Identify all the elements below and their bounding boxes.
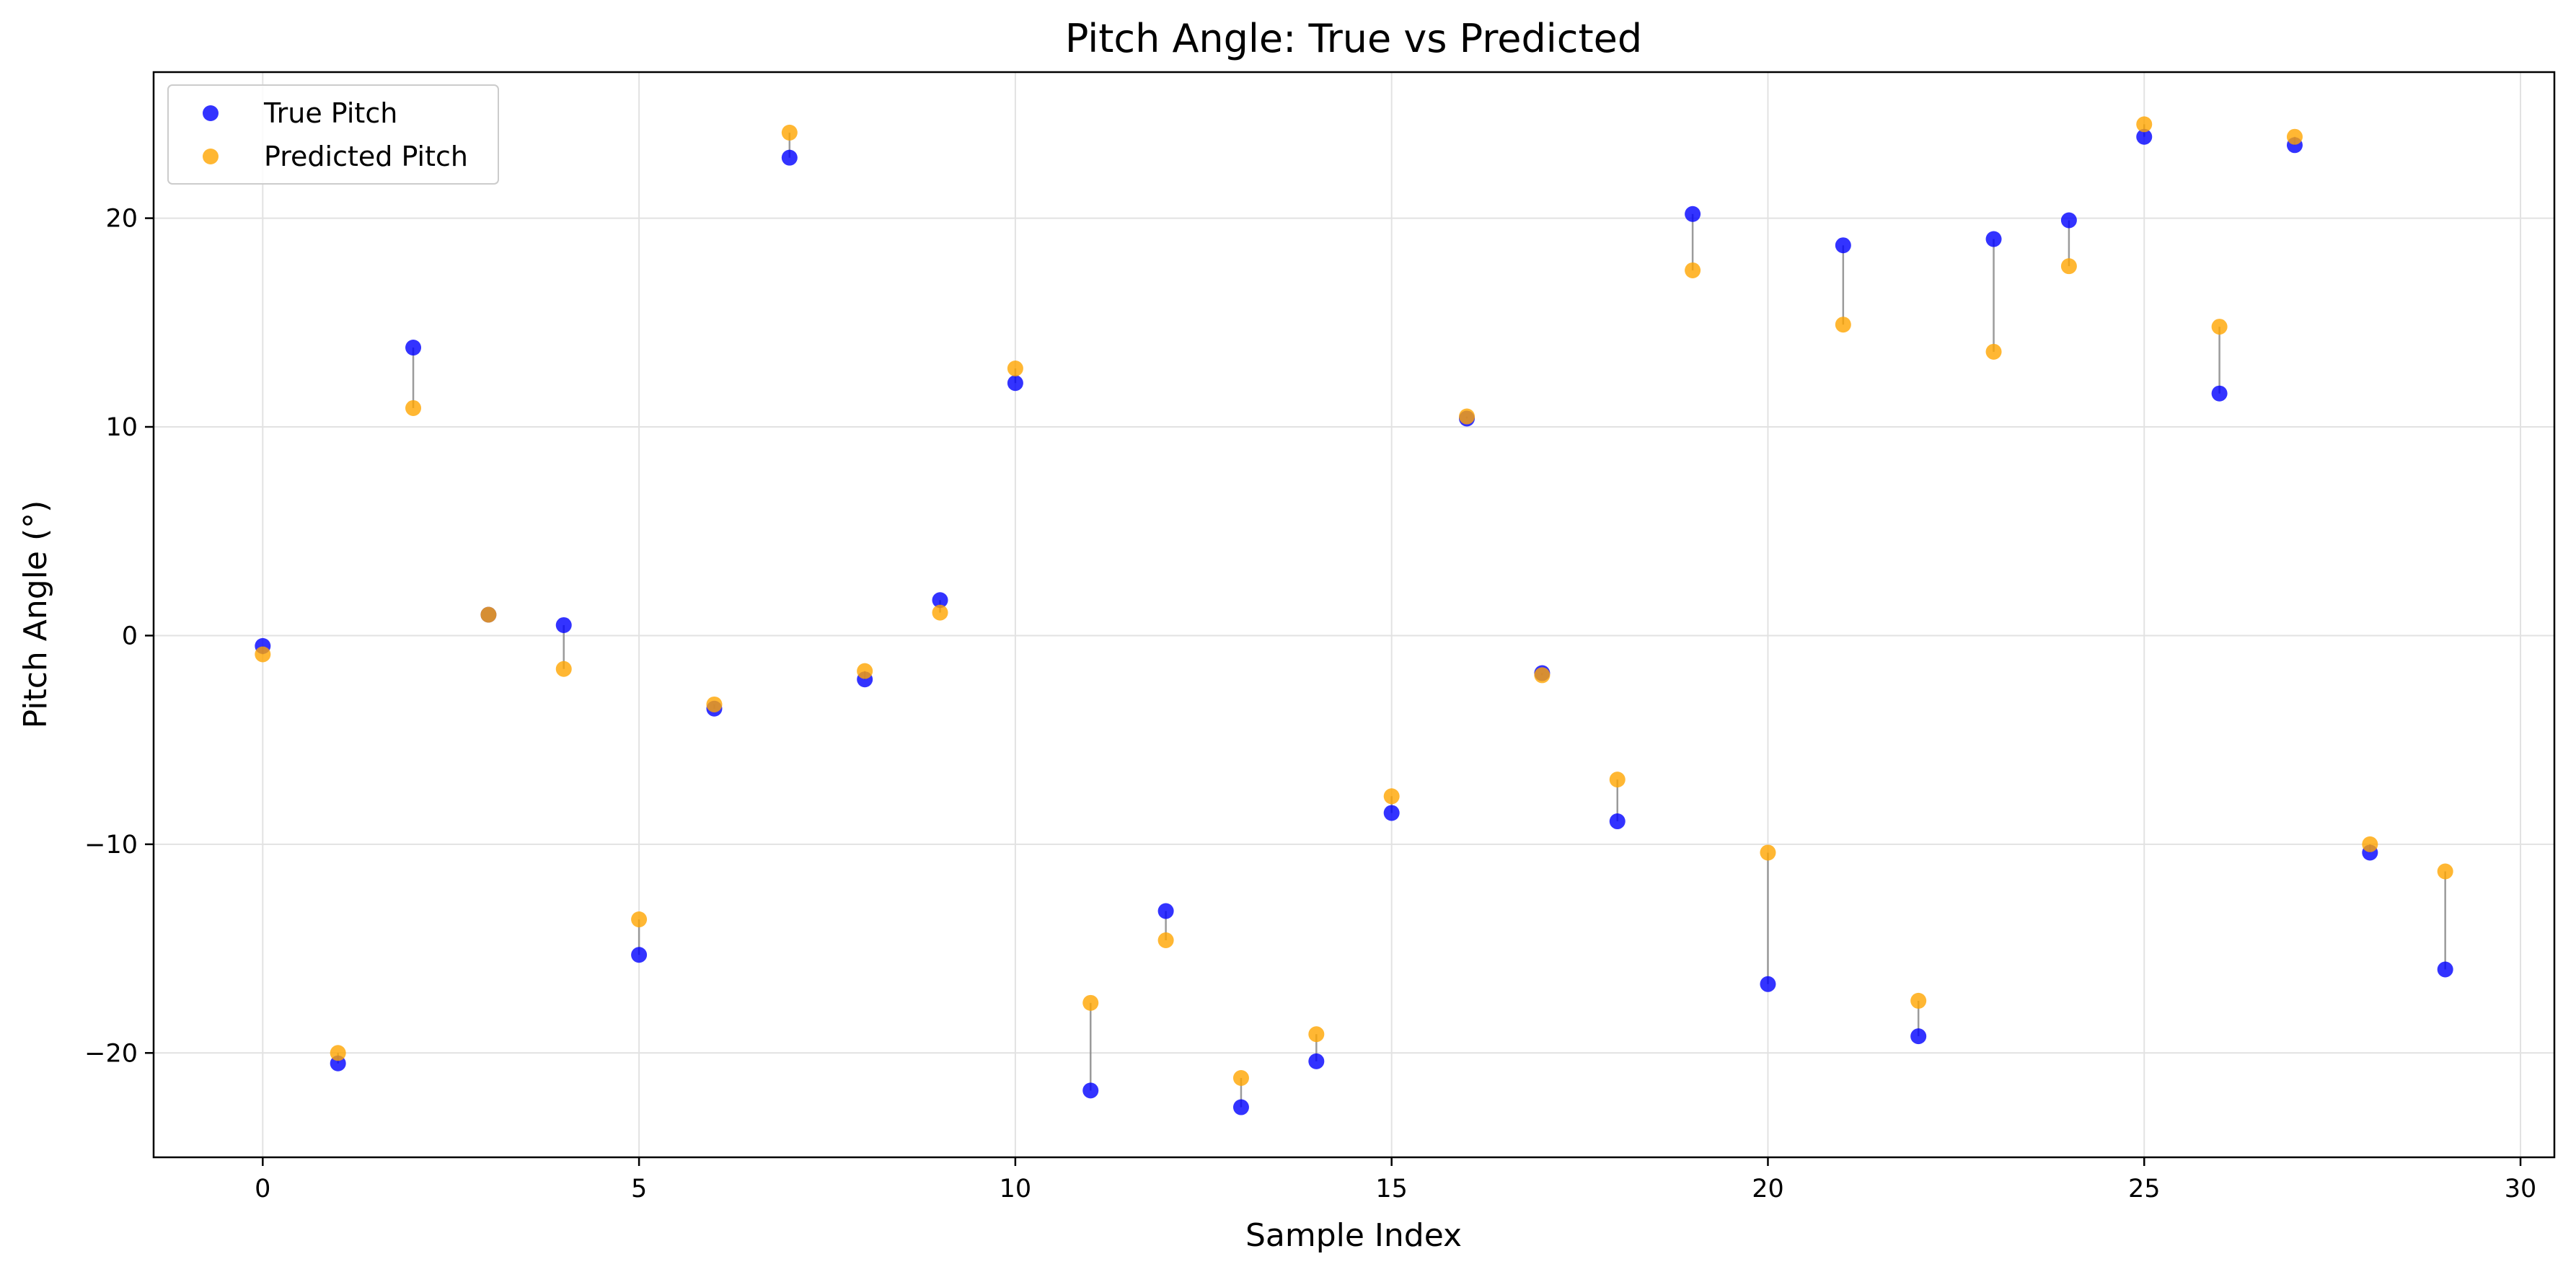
predicted-pitch-point (1910, 992, 1927, 1009)
true-pitch-point (781, 149, 798, 166)
predicted-pitch-point (1835, 317, 1851, 333)
true-pitch-point (2437, 961, 2453, 978)
predicted-pitch-point (2060, 258, 2077, 275)
predicted-pitch-points (255, 116, 2453, 1087)
true-pitch-point (1910, 1028, 1927, 1045)
x-tick-label: 10 (1000, 1175, 1032, 1203)
predicted-pitch-point (405, 399, 422, 416)
true-pitch-point (1082, 1082, 1099, 1099)
predicted-pitch-point (1007, 360, 1023, 376)
true-pitch-point (1007, 375, 1023, 392)
legend: True Pitch Predicted Pitch (167, 84, 499, 185)
legend-label-predicted: Predicted Pitch (264, 141, 468, 172)
y-tick-label: 20 (105, 205, 138, 234)
plot-area-frame (152, 71, 2556, 1159)
predicted-pitch-point (1760, 844, 1776, 861)
true-pitch-point (1383, 805, 1400, 821)
y-tick-label: 0 (122, 622, 138, 650)
y-axis-label: Pitch Angle (°) (17, 500, 54, 729)
predicted-pitch-point (1459, 408, 1476, 425)
predicted-pitch-point (2437, 863, 2453, 880)
predicted-pitch-point (330, 1045, 346, 1061)
predicted-pitch-point (2211, 319, 2228, 335)
predicted-pitch-point (706, 696, 723, 712)
x-tick-label: 15 (1375, 1175, 1408, 1203)
x-tick-label: 30 (2505, 1175, 2537, 1203)
true-pitch-point (1157, 903, 1174, 919)
true-pitch-point (2060, 212, 2077, 229)
predicted-pitch-point (1308, 1026, 1325, 1043)
true-pitch-point (1609, 813, 1626, 830)
predicted-pitch-point (932, 604, 948, 621)
y-tick-label: −10 (84, 831, 138, 860)
true-pitch-point (1308, 1053, 1325, 1069)
predicted-pitch-point (1685, 262, 1701, 278)
x-tick-label: 20 (1752, 1175, 1784, 1203)
true-pitch-point (1985, 231, 2002, 247)
predicted-pitch-point (1534, 667, 1551, 684)
x-axis-label: Sample Index (1245, 1217, 1462, 1254)
true-pitch-point (1835, 237, 1851, 254)
predicted-pitch-point (555, 660, 572, 677)
x-tick-label: 5 (631, 1175, 647, 1203)
true-pitch-point (1760, 976, 1776, 992)
true-pitch-point (2211, 385, 2228, 402)
grid-lines (154, 72, 2554, 1157)
true-pitch-point (631, 947, 648, 963)
true-pitch-point (932, 592, 948, 609)
true-pitch-point (1685, 206, 1701, 222)
predicted-pitch-point (631, 911, 648, 928)
predicted-pitch-point (255, 646, 271, 663)
true-pitch-point (555, 617, 572, 633)
predicted-pitch-point (1232, 1070, 1249, 1087)
y-tick-label: 10 (105, 413, 138, 442)
predicted-pitch-point (857, 663, 873, 679)
true-pitch-point (1232, 1099, 1249, 1115)
y-tick-label: −20 (84, 1039, 138, 1068)
predicted-pitch-point (1985, 343, 2002, 360)
x-axis-ticks: 0 5 10 15 20 25 30 (255, 1157, 2536, 1203)
chart-title: Pitch Angle: True vs Predicted (1065, 16, 1642, 61)
predicted-pitch-point (1157, 932, 1174, 948)
predicted-pitch-point (1609, 772, 1626, 788)
predicted-pitch-point (781, 124, 798, 141)
predicted-pitch-point (480, 606, 497, 623)
predicted-pitch-point (1383, 788, 1400, 805)
legend-label-true: True Pitch (263, 97, 397, 129)
predicted-pitch-point (2362, 836, 2378, 852)
legend-marker-predicted (203, 149, 219, 164)
x-tick-label: 0 (255, 1175, 270, 1203)
x-tick-label: 25 (2128, 1175, 2161, 1203)
predicted-pitch-point (1082, 994, 1099, 1011)
legend-marker-true (203, 105, 219, 121)
legend-box (167, 84, 499, 185)
y-axis-ticks: −20 −10 0 10 20 (84, 205, 154, 1068)
true-pitch-point (2136, 128, 2153, 145)
predicted-pitch-point (2136, 116, 2153, 133)
true-pitch-point (405, 340, 422, 356)
predicted-pitch-point (2286, 128, 2303, 145)
